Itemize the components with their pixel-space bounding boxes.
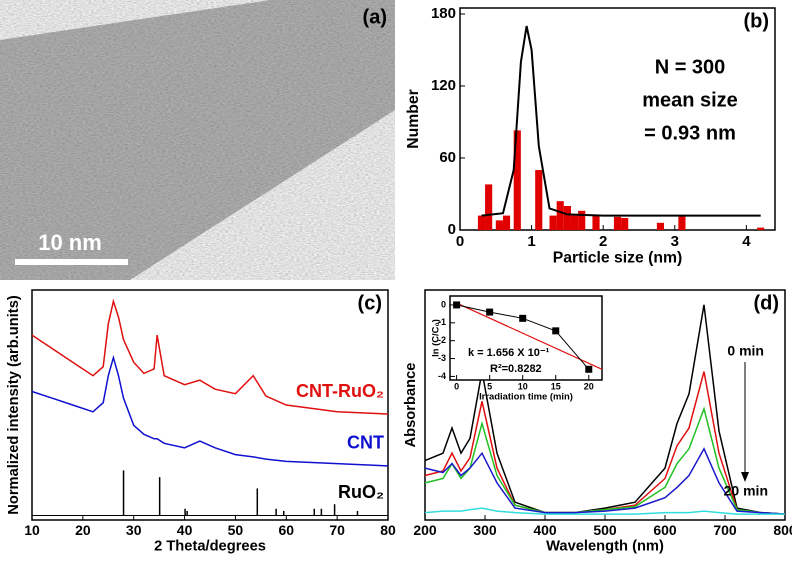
x-tick-label: 10: [24, 522, 40, 538]
x-tick-label: 1: [527, 233, 535, 250]
data-point: [453, 301, 461, 309]
y-axis-label: Absorbance: [403, 363, 419, 448]
x-tick-label: 20: [75, 522, 91, 538]
y-tick-label: 180: [431, 5, 456, 22]
x-axis-label: Particle size (nm): [553, 250, 683, 267]
x-tick-label: 300: [473, 522, 497, 538]
y-axis-label: Normalized intensity (arb.units): [6, 295, 22, 515]
annotation: mean size: [642, 89, 738, 111]
data-point: [486, 308, 494, 316]
bar: [495, 220, 503, 230]
x-tick-label: 60: [278, 522, 294, 538]
x-tick-label: 200: [413, 522, 437, 538]
x-tick-label: 2: [599, 233, 607, 250]
x-tick-label: 40: [177, 522, 193, 538]
bar: [656, 222, 665, 230]
bar: [621, 218, 629, 230]
panel-label: (b): [743, 10, 769, 32]
annotation: = 0.93 nm: [644, 122, 736, 144]
bar: [549, 215, 557, 230]
x-tick-label: 4: [742, 233, 751, 250]
x-tick-label: 50: [228, 522, 244, 538]
y-tick-label: 60: [439, 149, 456, 166]
x-tick-label: 500: [593, 522, 617, 538]
y-axis-label: ln (C/C₀): [431, 319, 442, 357]
annotation: R²=0.8282: [490, 363, 542, 375]
x-tick-label: 80: [380, 522, 396, 538]
annotation: k = 1.656 X 10⁻¹: [468, 347, 550, 359]
x-tick-label: 0: [456, 233, 464, 250]
y-tick-label: -1: [438, 317, 446, 327]
plot-frame: [449, 295, 603, 381]
fit-line: [456, 302, 603, 370]
series-label: CNT-RuO₂: [296, 381, 384, 401]
x-tick-label: 3: [671, 233, 679, 250]
panel-label: (d): [753, 292, 779, 314]
y-tick-label: -4: [438, 371, 446, 381]
bar: [678, 215, 686, 230]
panel-label: (a): [363, 6, 387, 28]
nanotube: [0, 0, 395, 280]
tem-texture: [0, 0, 395, 280]
x-tick-label: 600: [653, 522, 677, 538]
data-point: [519, 314, 527, 322]
time-arrowhead: [741, 472, 749, 482]
bar: [592, 215, 600, 230]
x-tick-label: 10: [518, 382, 528, 392]
x-tick-label: 70: [329, 522, 345, 538]
x-tick-label: 700: [713, 522, 737, 538]
y-tick-label: 0: [448, 221, 456, 238]
bar: [556, 201, 564, 230]
series-line: [424, 507, 785, 515]
bar: [477, 215, 486, 230]
series-label: CNT: [347, 433, 384, 453]
x-axis-label: Wavelength (nm): [546, 538, 664, 554]
annotation: 20 min: [724, 483, 768, 499]
bar: [613, 216, 622, 230]
series-label: RuO₂: [338, 482, 384, 502]
x-tick-label: 5: [487, 382, 492, 392]
plot-frame: [31, 289, 389, 521]
data-point: [585, 365, 593, 373]
y-tick-label: -2: [438, 335, 446, 345]
x-tick-label: 0: [454, 382, 459, 392]
data-point: [552, 327, 560, 335]
x-axis-label: Irradiation time (min): [479, 392, 573, 403]
y-tick-label: 120: [431, 77, 456, 94]
series-line: [424, 447, 786, 515]
bar: [578, 210, 586, 230]
scale-bar-label: 10 nm: [38, 230, 102, 255]
tem-image: 10 nm (a): [0, 0, 395, 280]
bar: [535, 170, 543, 230]
bar: [570, 215, 579, 230]
x-tick-label: 400: [533, 522, 557, 538]
x-tick-label: 20: [584, 382, 594, 392]
y-axis-label: Number: [405, 89, 422, 149]
series-line: [31, 298, 389, 415]
bar: [513, 130, 521, 230]
x-tick-label: 800: [773, 522, 792, 538]
y-tick-label: -3: [438, 353, 446, 363]
series-line: [31, 354, 389, 467]
y-tick-label: 0: [441, 299, 446, 309]
fit-line: [481, 25, 761, 217]
bar: [485, 184, 493, 230]
annotation: 0 min: [727, 343, 764, 359]
bar: [757, 227, 765, 230]
x-tick-label: 30: [126, 522, 142, 538]
x-tick-label: 15: [551, 382, 561, 392]
bar: [563, 206, 571, 230]
x-axis-label: 2 Theta/degrees: [154, 538, 266, 554]
annotation: N = 300: [655, 56, 726, 78]
panel-label: (c): [358, 292, 382, 314]
bar: [502, 215, 511, 230]
